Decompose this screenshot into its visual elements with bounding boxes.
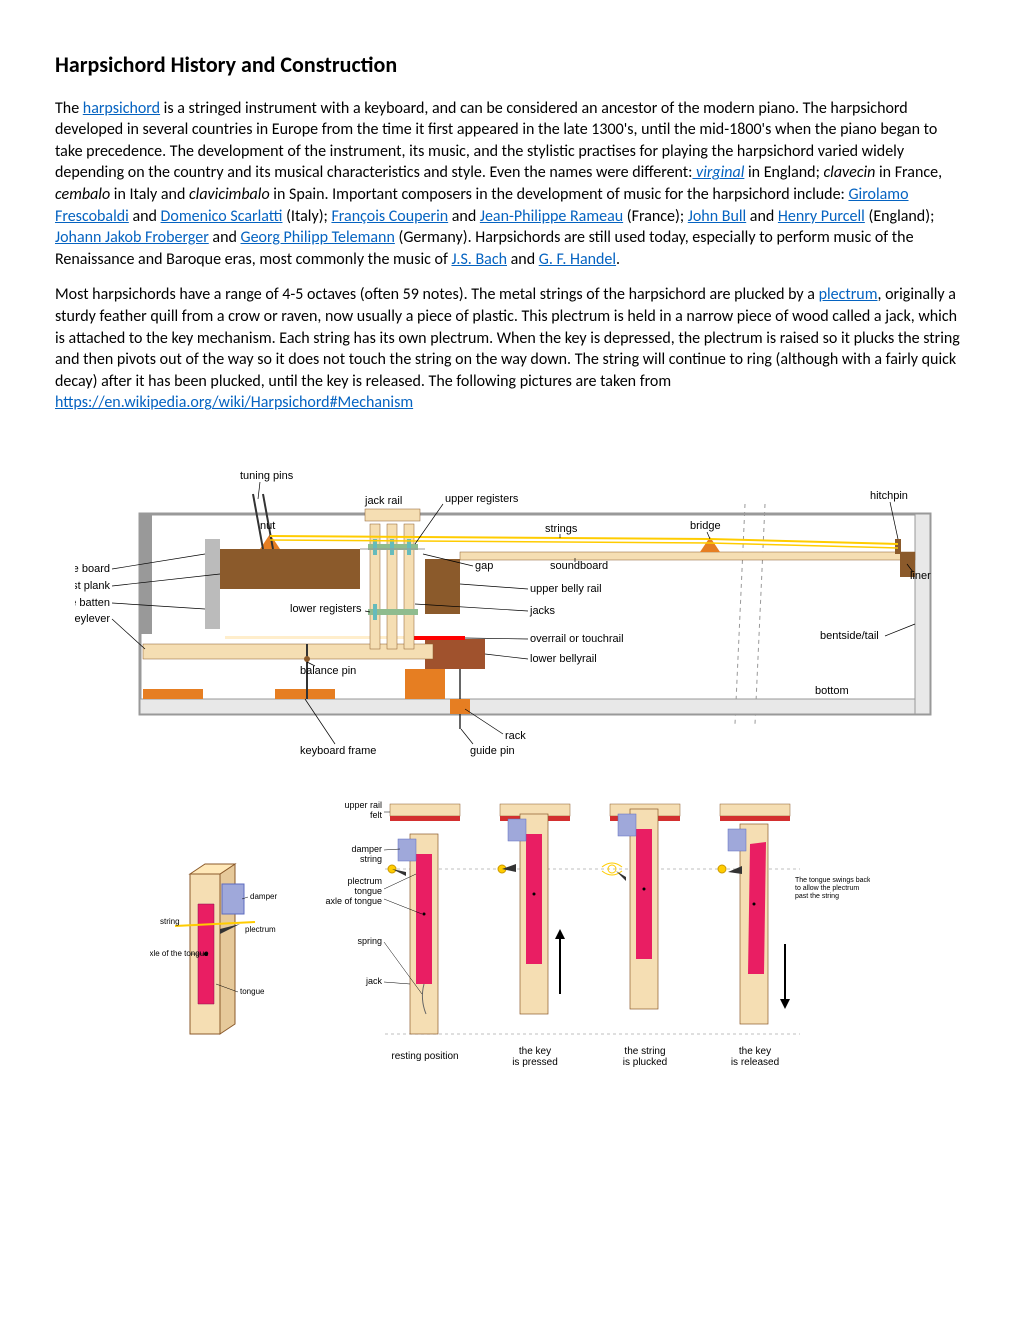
paragraph-2: Most harpsichords have a range of 4-5 oc…	[55, 284, 965, 414]
italic-clavecin: clavecin	[823, 163, 875, 182]
label-rack: rack	[505, 730, 526, 742]
caption-3a: the string	[624, 1046, 665, 1057]
jack-mechanism-diagram: damper string plectrum axle of the tongu…	[150, 784, 870, 1084]
label-soundboard: soundboard	[550, 560, 608, 572]
label-jacks: jacks	[529, 605, 556, 617]
label-hitchpin: hitchpin	[870, 490, 908, 502]
text: in Italy and	[110, 185, 189, 204]
link-virginal[interactable]: virginal	[692, 163, 744, 182]
label-lower-bellyrail: lower bellyrail	[530, 653, 597, 665]
label-wrest-plank: wrest plank	[75, 580, 110, 592]
link-harpsichord[interactable]: harpsichord	[83, 99, 160, 118]
italic-clavicimbalo: clavicimbalo	[189, 185, 270, 204]
text: and	[448, 207, 480, 226]
caption-3b: is plucked	[623, 1057, 667, 1068]
text: (France);	[623, 207, 688, 226]
label-bottom: bottom	[815, 685, 849, 697]
label-strings: strings	[545, 523, 578, 535]
label-tongue-swings-2: to allow the plectrum	[795, 885, 859, 892]
link-telemann[interactable]: Georg Philipp Telemann	[241, 228, 395, 247]
label-damper-3d: damper	[250, 892, 277, 901]
label-upper-registers: upper registers	[445, 493, 519, 505]
label-keyboard-frame: keyboard frame	[300, 745, 376, 757]
text: .	[616, 250, 620, 269]
label-string-seq: string	[360, 854, 382, 864]
caption-2a: the key	[519, 1046, 551, 1057]
link-bull[interactable]: John Bull	[688, 207, 746, 226]
cross-section-diagram: tuning pins jack rail upper registers br…	[75, 444, 945, 774]
link-rameau[interactable]: Jean-Philippe Rameau	[480, 207, 623, 226]
label-tongue-seq: tongue	[354, 886, 382, 896]
label-string-3d: string	[160, 917, 180, 926]
text: and	[746, 207, 778, 226]
link-froberger[interactable]: Johann Jakob Froberger	[55, 228, 209, 247]
text: and	[507, 250, 539, 269]
label-plectrum-3d: plectrum	[245, 925, 276, 934]
label-lower-registers: lower registers	[290, 603, 362, 615]
label-tuning-pins: tuning pins	[240, 470, 294, 482]
label-axle-seq: axle of tongue	[325, 896, 382, 906]
link-plectrum[interactable]: plectrum	[819, 285, 878, 304]
link-purcell[interactable]: Henry Purcell	[778, 207, 865, 226]
label-felt: felt	[370, 810, 383, 820]
text: Most harpsichords have a range of 4-5 oc…	[55, 285, 819, 304]
link-couperin[interactable]: François Couperin	[331, 207, 448, 226]
label-name-board: name board	[75, 563, 110, 575]
label-axle-3d: axle of the tongue	[150, 949, 209, 958]
text: in Spain. Important composers in the dev…	[270, 185, 849, 204]
label-damper-seq: damper	[351, 844, 382, 854]
caption-4b: is released	[731, 1057, 779, 1068]
label-tongue-swings-3: past the string	[795, 893, 839, 900]
label-upper-belly-rail: upper belly rail	[530, 583, 602, 595]
label-nut: nut	[260, 520, 275, 532]
diagrams: tuning pins jack rail upper registers br…	[55, 444, 965, 1084]
label-keylever: keylever	[75, 613, 110, 625]
link-wikipedia[interactable]: https://en.wikipedia.org/wiki/Harpsichor…	[55, 393, 413, 412]
label-guide-pin: guide pin	[470, 745, 515, 757]
text: The	[55, 99, 83, 118]
link-bach[interactable]: J.S. Bach	[451, 250, 507, 269]
text: in England;	[744, 163, 823, 182]
caption-2b: is pressed	[512, 1057, 558, 1068]
text: in France,	[875, 163, 942, 182]
page-title: Harpsichord History and Construction	[55, 50, 965, 80]
label-plectrum-seq: plectrum	[347, 876, 382, 886]
link-handel[interactable]: G. F. Handel	[539, 250, 616, 269]
label-tongue-3d: tongue	[240, 987, 265, 996]
text: (Italy);	[282, 207, 331, 226]
paragraph-1: The harpsichord is a stringed instrument…	[55, 98, 965, 271]
label-bentside: bentside/tail	[820, 630, 879, 642]
text: and	[209, 228, 241, 247]
label-tongue-swings: The tongue swings back	[795, 877, 870, 884]
label-balance-pin: balance pin	[300, 665, 356, 677]
caption-4a: the key	[739, 1046, 771, 1057]
label-gap: gap	[475, 560, 493, 572]
label-name-batten: name batten	[75, 597, 110, 609]
label-jack-seq: jack	[365, 976, 383, 986]
text: (England);	[865, 207, 935, 226]
text: and	[129, 207, 161, 226]
label-upper-rail: upper rail	[344, 800, 382, 810]
label-spring-seq: spring	[357, 936, 382, 946]
caption-1: resting position	[391, 1051, 458, 1062]
label-overrail: overrail or touchrail	[530, 633, 624, 645]
link-scarlatti[interactable]: Domenico Scarlatti	[161, 207, 283, 226]
label-bridge: bridge	[690, 520, 721, 532]
label-jack-rail: jack rail	[364, 495, 402, 507]
italic-cembalo: cembalo	[55, 185, 110, 204]
